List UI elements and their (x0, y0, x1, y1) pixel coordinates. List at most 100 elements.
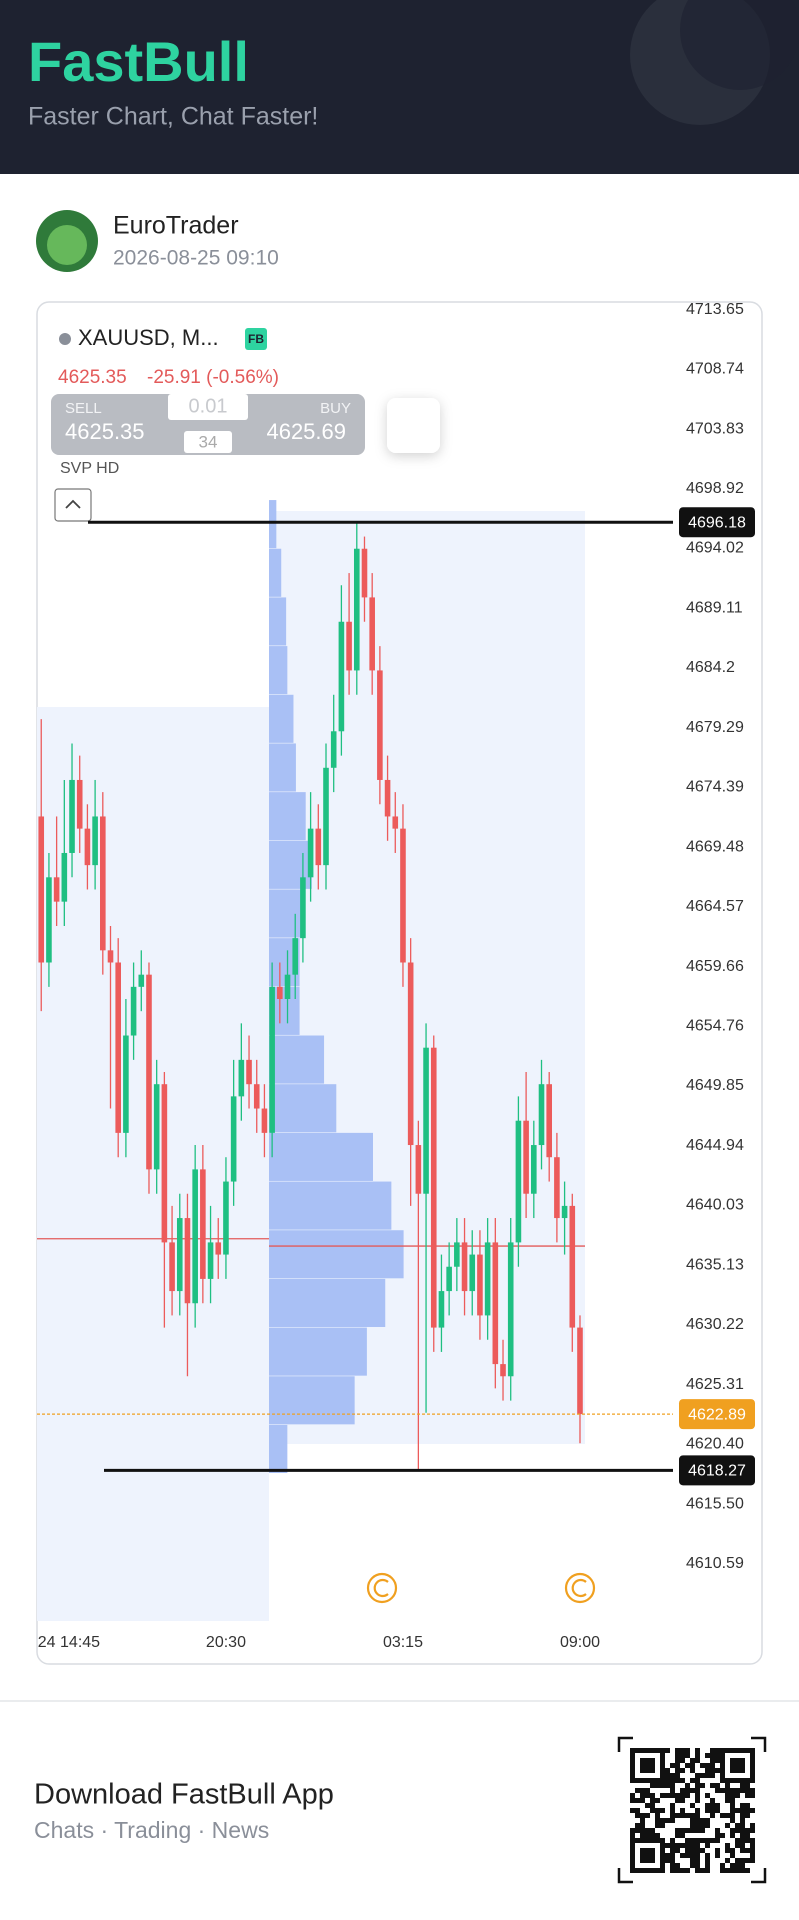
qr-cell (720, 1768, 725, 1773)
qr-cell (660, 1753, 665, 1758)
qr-cell (745, 1813, 750, 1818)
qr-cell (725, 1783, 730, 1788)
action-button[interactable] (387, 398, 440, 453)
qr-cell (720, 1758, 725, 1763)
qr-cell (650, 1768, 655, 1773)
qr-cell (655, 1808, 660, 1813)
qr-cell (725, 1868, 730, 1873)
candle-body (515, 1120, 522, 1243)
candle-body (277, 986, 283, 1000)
qr-cell (735, 1748, 740, 1753)
qr-cell (735, 1843, 740, 1848)
qr-cell (635, 1788, 640, 1793)
qr-cell (700, 1828, 705, 1833)
candle-body (469, 1254, 476, 1292)
qr-cell (700, 1838, 705, 1843)
qr-cell (715, 1753, 720, 1758)
qr-cell (750, 1823, 755, 1828)
y-tick-label: 4684.2 (686, 659, 735, 676)
qr-cell (660, 1773, 665, 1778)
qr-cell (690, 1803, 695, 1808)
y-tick-label: 4664.57 (686, 898, 744, 915)
qr-cell (660, 1818, 665, 1823)
qr-cell (695, 1773, 700, 1778)
candle-body (223, 1181, 229, 1255)
qr-cell (735, 1858, 740, 1863)
qr-cell (735, 1868, 740, 1873)
qr-cell (675, 1843, 680, 1848)
qr-cell (680, 1793, 685, 1798)
volume-bar (269, 1035, 325, 1084)
qr-cell (630, 1828, 635, 1833)
qr-cell (650, 1798, 655, 1803)
candle-body (107, 950, 114, 963)
qr-cell (665, 1778, 670, 1783)
qr-cell (695, 1818, 700, 1823)
qr-cell (675, 1813, 680, 1818)
qr-cell (730, 1853, 735, 1858)
lot-box[interactable] (168, 394, 248, 420)
qr-cell (695, 1753, 700, 1758)
qr-cell (745, 1833, 750, 1838)
candle-body (307, 828, 314, 878)
qr-cell (635, 1798, 640, 1803)
qr-cell (695, 1853, 700, 1858)
qr-cell (740, 1823, 745, 1828)
qr-cell (640, 1823, 645, 1828)
candle-body (253, 1084, 260, 1109)
candle-body (207, 1242, 214, 1279)
y-tick-label: 4698.92 (686, 480, 744, 497)
qr-cell (670, 1778, 675, 1783)
candle-body (46, 877, 52, 963)
quote-price: 4625.35 (58, 367, 127, 388)
qr-cell (705, 1803, 710, 1808)
qr-cell (735, 1808, 740, 1813)
y-tick-label: 4635.13 (686, 1256, 744, 1273)
qr-cell (745, 1793, 750, 1798)
qr-cell (675, 1758, 680, 1763)
candle-body (330, 731, 337, 768)
qr-cell (655, 1748, 660, 1753)
qr-cell (745, 1868, 750, 1873)
qr-cell (730, 1833, 735, 1838)
qr-cell (685, 1783, 690, 1788)
qr-cell (735, 1793, 740, 1798)
candle-body (76, 779, 83, 829)
qr-cell (660, 1763, 665, 1768)
symbol: XAUUSD, M... (78, 325, 219, 350)
y-tick-label: 4644.94 (686, 1137, 744, 1154)
y-tick-label: 4630.22 (686, 1316, 744, 1333)
qr-cell (695, 1843, 700, 1848)
badge: FB (248, 332, 264, 346)
qr-cell (665, 1773, 670, 1778)
qr-cell (705, 1858, 710, 1863)
qr-cell (750, 1828, 755, 1833)
qr-cell (715, 1833, 720, 1838)
qr-cell (710, 1803, 715, 1808)
qr-cell (650, 1838, 655, 1843)
trade-box[interactable] (51, 394, 365, 455)
qr-cell (750, 1773, 755, 1778)
spread-box (184, 431, 232, 453)
qr-cell (720, 1748, 725, 1753)
candle-body (523, 1120, 529, 1194)
qr-cell (660, 1868, 665, 1873)
qr-cell (750, 1788, 755, 1793)
qr-cell (685, 1753, 690, 1758)
qr-cell (750, 1843, 755, 1848)
qr-cell (630, 1798, 635, 1803)
header-decoration (680, 0, 799, 90)
tagline: Faster Chart, Chat Faster! (28, 103, 318, 131)
y-tick-label: 4694.02 (686, 540, 744, 557)
qr-cell (685, 1793, 690, 1798)
collapse-button[interactable] (54, 488, 92, 522)
candle-body (123, 1035, 129, 1133)
qr-cell (690, 1768, 695, 1773)
qr-cell (745, 1858, 750, 1863)
volume-bar (269, 792, 306, 841)
qr-cell (640, 1778, 645, 1783)
qr-cell (645, 1763, 650, 1768)
qr-cell (650, 1778, 655, 1783)
qr-cell (705, 1853, 710, 1858)
qr-cell (750, 1808, 755, 1813)
